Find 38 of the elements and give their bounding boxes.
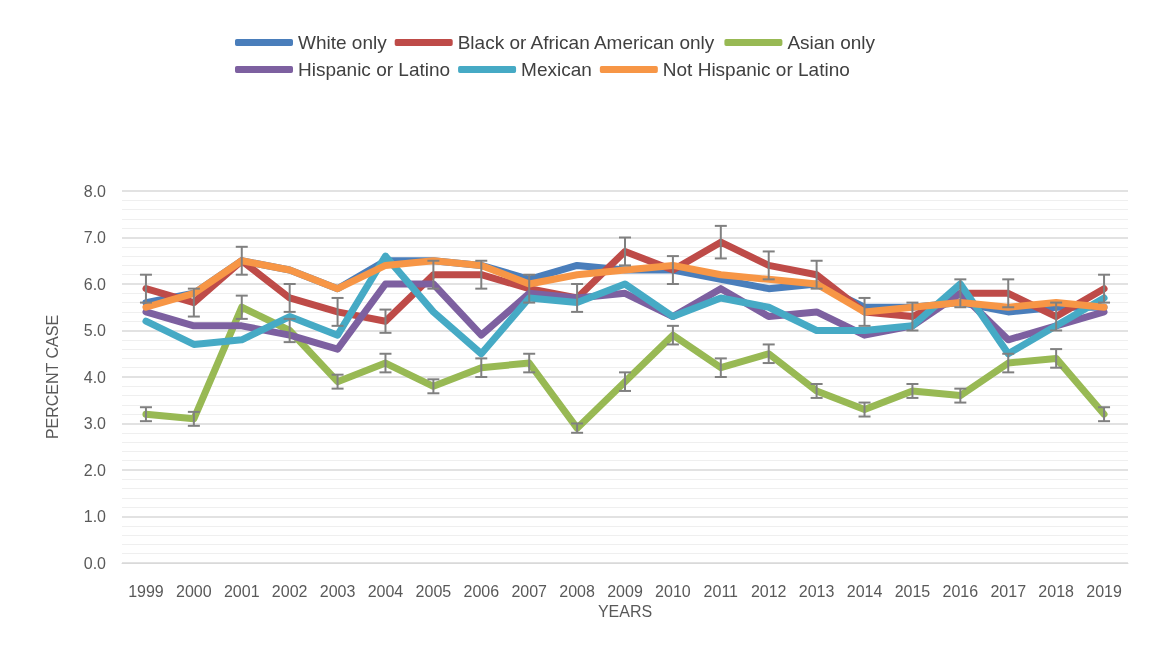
- legend-label: Hispanic or Latino: [298, 59, 451, 80]
- y-tick-label: 8.0: [83, 182, 107, 200]
- x-tick-label: 2018: [1038, 582, 1075, 600]
- y-tick-label: 6.0: [83, 275, 107, 293]
- legend-label: Black or African American only: [457, 32, 715, 53]
- x-tick-label: 2005: [415, 582, 452, 600]
- x-tick-label: 2002: [271, 582, 308, 600]
- x-tick-label: 1999: [128, 582, 164, 600]
- legend-label: Not Hispanic or Latino: [662, 59, 850, 80]
- y-tick-label: 7.0: [83, 229, 107, 246]
- x-tick-label: 2012: [750, 582, 787, 600]
- x-tick-label: 2008: [559, 582, 595, 600]
- x-axis-title: YEARS: [597, 603, 653, 621]
- y-tick-label: 5.0: [83, 322, 107, 339]
- legend-label: White only: [298, 32, 388, 53]
- x-tick-label: 2004: [367, 582, 404, 600]
- x-tick-label: 2010: [655, 582, 691, 600]
- x-tick-label: 2015: [894, 582, 931, 600]
- y-axis-title: PERCENT CASE: [43, 314, 61, 440]
- x-tick-label: 2013: [798, 582, 835, 600]
- x-tick-label: 2000: [176, 582, 212, 600]
- y-tick-label: 0.0: [83, 554, 107, 572]
- x-tick-label: 2006: [463, 582, 500, 600]
- y-tick-label: 2.0: [83, 461, 107, 479]
- y-tick-label: 3.0: [83, 415, 107, 432]
- x-tick-label: 2016: [942, 582, 979, 600]
- x-tick-label: 2003: [319, 582, 356, 600]
- legend-label: Asian only: [787, 32, 876, 53]
- x-tick-label: 2019: [1086, 582, 1122, 600]
- x-tick-label: 2011: [703, 582, 739, 600]
- x-tick-label: 2009: [607, 582, 643, 600]
- x-tick-label: 2017: [990, 582, 1027, 600]
- x-tick-label: 2001: [223, 582, 260, 600]
- y-tick-label: 1.0: [83, 508, 107, 525]
- x-tick-label: 2007: [511, 582, 548, 600]
- y-tick-label: 4.0: [83, 368, 107, 386]
- x-tick-label: 2014: [846, 582, 883, 600]
- legend-label: Mexican: [521, 59, 592, 80]
